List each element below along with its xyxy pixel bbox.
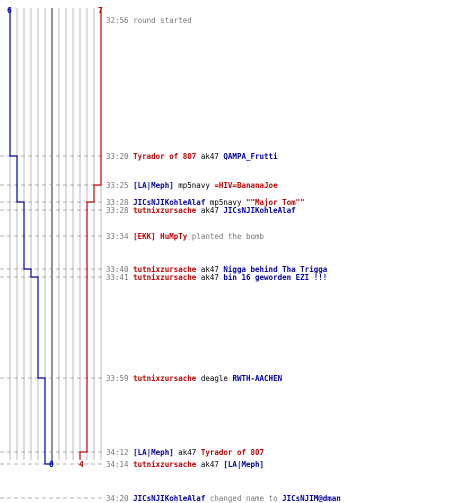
event-text: deagle (196, 374, 233, 383)
player-name: QAMPA_Frutti (223, 152, 278, 161)
event-time: 33:28 (106, 206, 134, 215)
event-time: 33:25 (106, 181, 134, 190)
event-time: 34:12 (106, 448, 134, 457)
player-name: [LA|Meph] (223, 460, 265, 469)
event-time: 34:20 (106, 494, 134, 503)
player-name: bin 16 geworden EZI !!! (223, 273, 328, 282)
player-name: JICsNJIKohleAlaf (133, 198, 206, 207)
event-time: 33:34 (106, 232, 134, 241)
event-text: mp5navy (205, 198, 246, 207)
player-name: JICsNJIM@dman (282, 494, 341, 503)
player-name: tutnixzursache (133, 265, 197, 274)
event-row: 33:28 JICsNJIKohleAlaf mp5navy ""Major T… (106, 198, 305, 207)
event-time: 33:59 (106, 374, 134, 383)
player-name: [LA|Meph] (133, 181, 174, 190)
event-row: 33:20 Tyrador of 807 ak47 QAMPA_Frutti (106, 152, 278, 161)
player-name: Nigga behind Tha Trigga (223, 265, 328, 274)
event-text: planted the bomb (187, 232, 265, 241)
team-b-alive-line (9, 8, 53, 465)
event-row: 33:28 tutnixzursache ak47 JICsNJIKohleAl… (106, 206, 296, 215)
player-name: Tyrador of 807 (200, 448, 265, 457)
event-text: mp5navy (173, 181, 215, 190)
event-text: ak47 (196, 206, 224, 215)
team-b-end-count: 0 (49, 460, 54, 469)
event-text: ak47 (173, 448, 201, 457)
event-text: round started (133, 16, 192, 25)
player-name: tutnixzursache (133, 374, 197, 383)
team-a-alive-line (79, 8, 102, 460)
team-a-end-count: 4 (79, 460, 84, 469)
event-row: 34:12 [LA|Meph] ak47 Tyrador of 807 (106, 448, 264, 457)
event-time: 33:20 (106, 152, 134, 161)
player-name: tutnixzursache (133, 206, 197, 215)
event-text: ak47 (196, 152, 224, 161)
player-name: tutnixzursache (133, 273, 197, 282)
player-name: [EKK] HuMpTy (133, 232, 188, 241)
event-row: 33:59 tutnixzursache deagle RWTH-AACHEN (106, 374, 282, 383)
player-name: tutnixzursache (133, 460, 197, 469)
team-a-start-count: 7 (98, 6, 103, 15)
player-name: Tyrador of 807 (133, 152, 197, 161)
player-name: ""Major Tom"" (245, 198, 305, 207)
event-text: ak47 (196, 265, 224, 274)
team-b-start-count: 6 (7, 6, 12, 15)
player-name: =HIV=BananaJoe (214, 181, 278, 190)
event-text: changed name to (205, 494, 283, 503)
player-name: JICsNJIKohleAlaf (223, 206, 296, 215)
event-row: 33:25 [LA|Meph] mp5navy =HIV=BananaJoe (106, 181, 278, 190)
event-row: 33:40 tutnixzursache ak47 Nigga behind T… (106, 265, 327, 274)
event-row: 33:41 tutnixzursache ak47 bin 16 geworde… (106, 273, 327, 282)
event-time: 32:56 (106, 16, 134, 25)
event-row: 34:20 JICsNJIKohleAlaf changed name to J… (106, 494, 341, 503)
event-row: 32:56 round started (106, 16, 192, 25)
event-time: 33:41 (106, 273, 134, 282)
event-text: ak47 (196, 273, 224, 282)
player-name: RWTH-AACHEN (232, 374, 283, 383)
event-time: 33:28 (106, 198, 134, 207)
event-time: 33:40 (106, 265, 134, 274)
player-name: [LA|Meph] (133, 448, 174, 457)
event-time: 34:14 (106, 460, 134, 469)
event-row: 33:34 [EKK] HuMpTy planted the bomb (106, 232, 264, 241)
event-text: ak47 (196, 460, 224, 469)
event-row: 34:14 tutnixzursache ak47 [LA|Meph] (106, 460, 264, 469)
player-name: JICsNJIKohleAlaf (133, 494, 206, 503)
